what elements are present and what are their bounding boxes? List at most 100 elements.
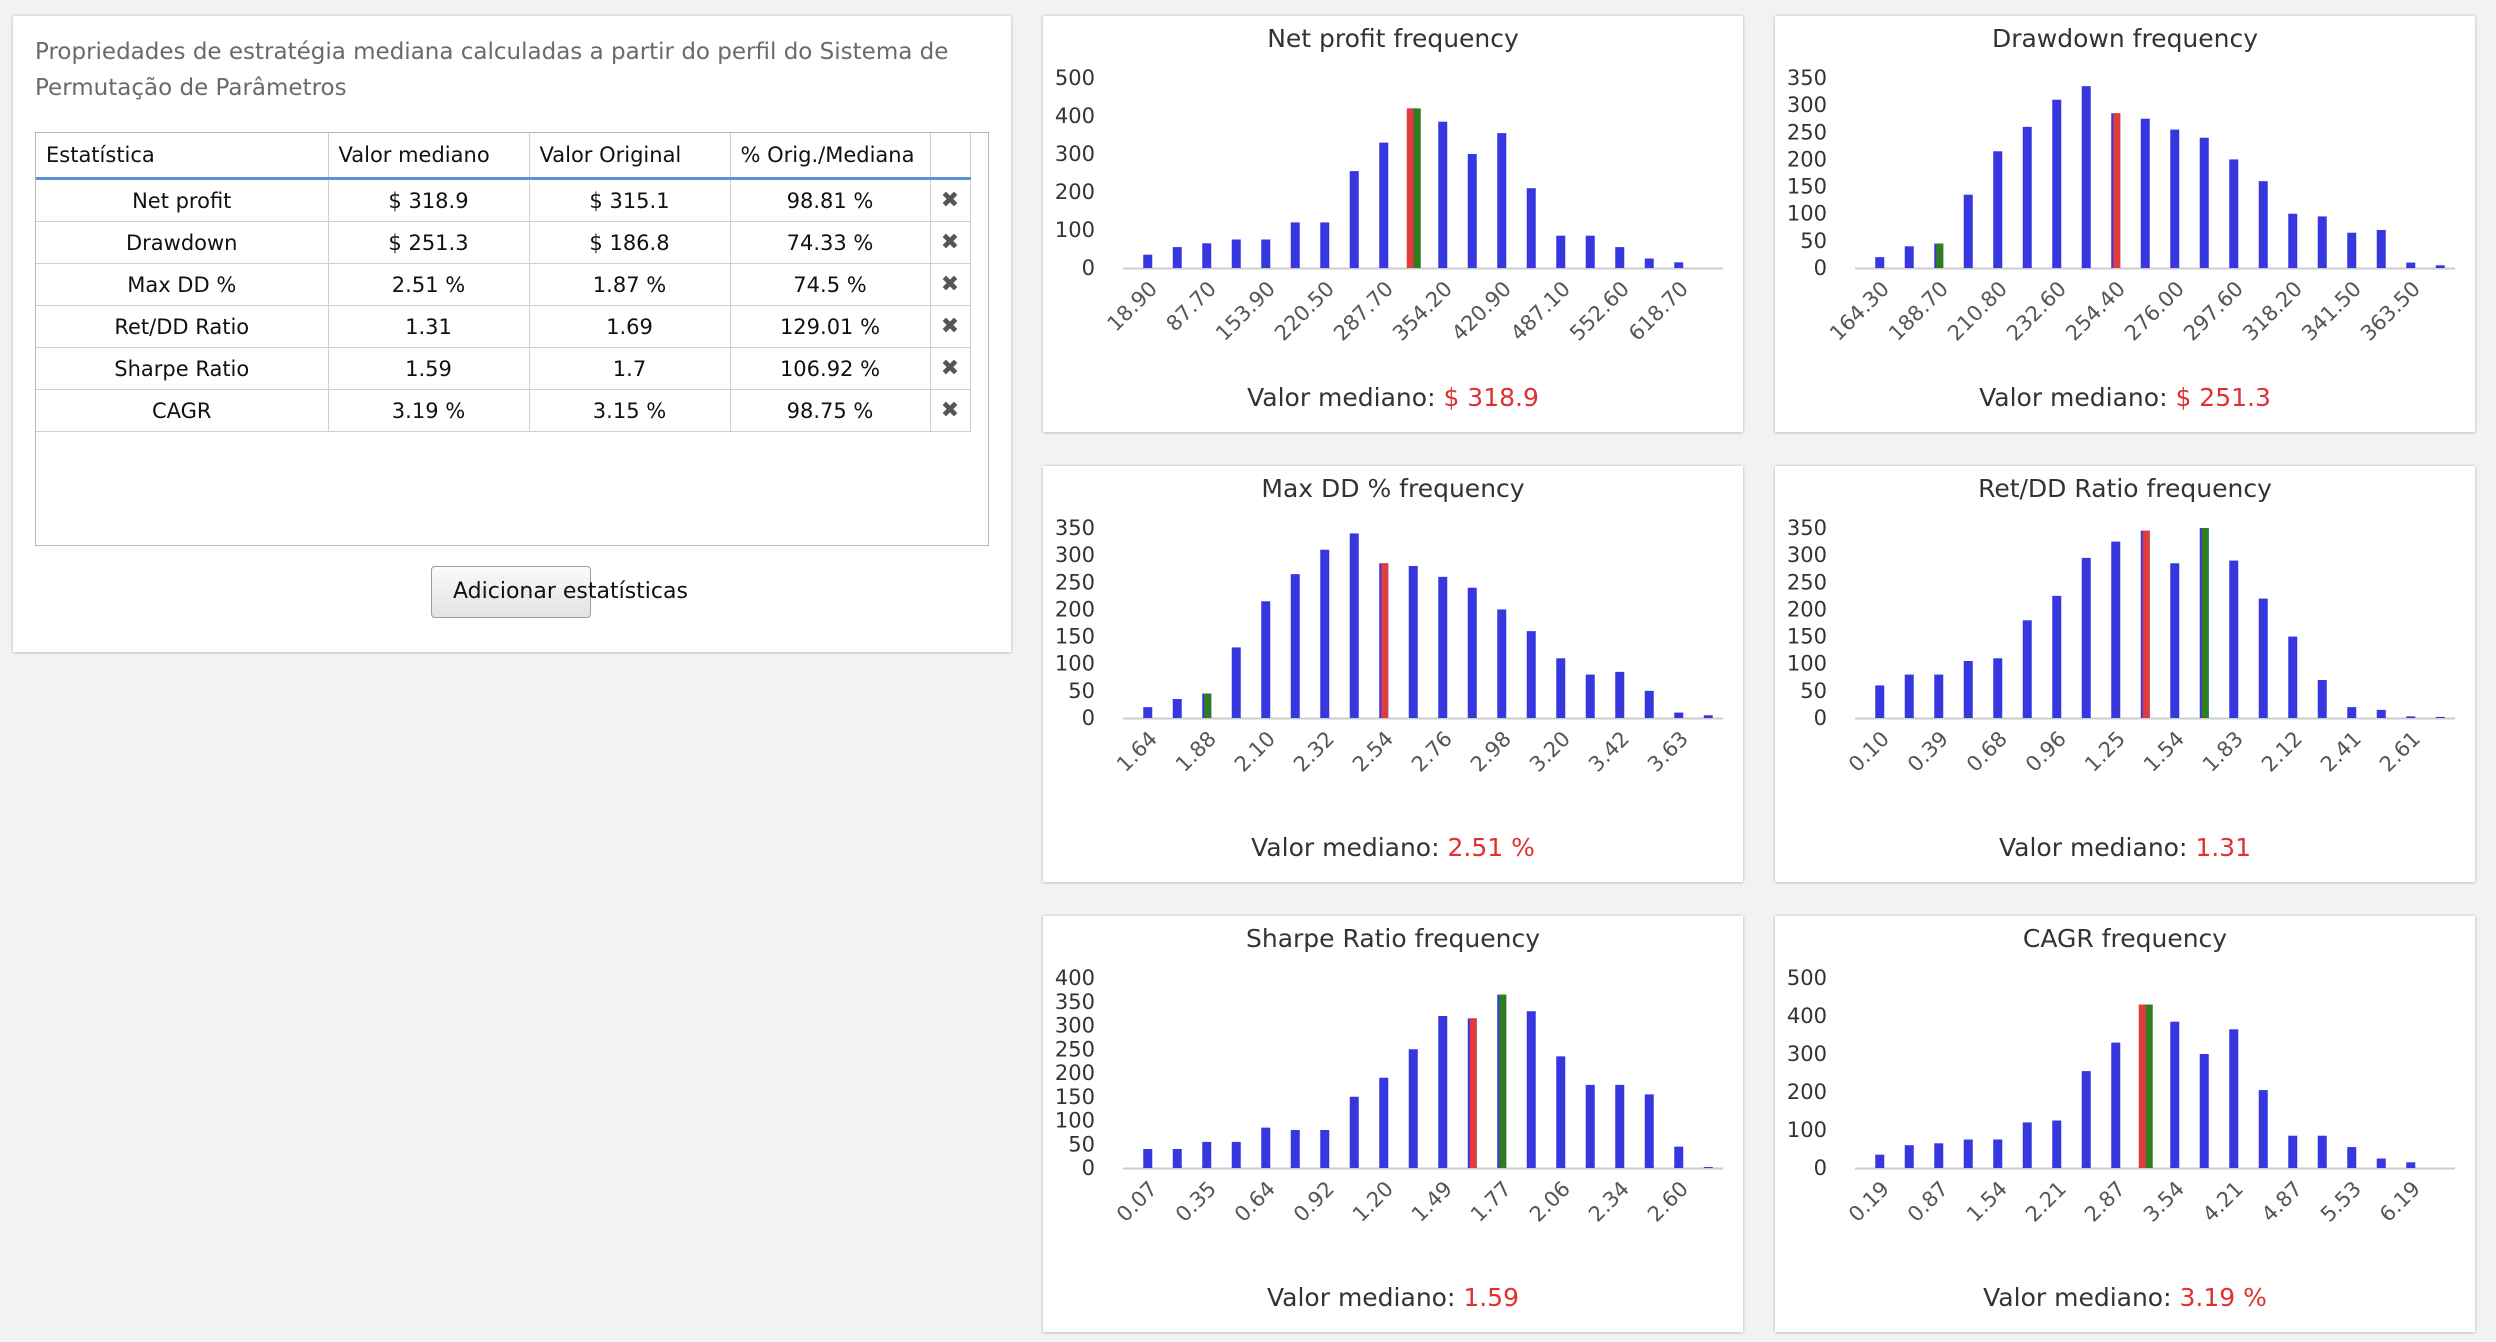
histogram-bar bbox=[1408, 566, 1418, 718]
histogram-bar bbox=[1963, 194, 1973, 268]
histogram-bar bbox=[1172, 1149, 1182, 1168]
histogram-bar bbox=[2081, 557, 2091, 718]
delete-row-icon[interactable]: ✖ bbox=[930, 178, 971, 222]
histogram-bar bbox=[1349, 1096, 1359, 1168]
y-tick-label: 150 bbox=[1055, 1085, 1095, 1109]
delete-row-icon[interactable]: ✖ bbox=[930, 263, 971, 306]
cell-pct: 98.75 % bbox=[730, 389, 931, 432]
x-tick-label: 0.10 bbox=[1844, 727, 1894, 777]
x-tick-label: 3.63 bbox=[1643, 727, 1693, 777]
cell-pct: 106.92 % bbox=[730, 347, 931, 390]
histogram-bar bbox=[2022, 1122, 2032, 1168]
cell-median: 1.31 bbox=[328, 305, 530, 348]
histogram-bar bbox=[1615, 1084, 1625, 1168]
x-tick-label: 287.70 bbox=[1329, 277, 1398, 346]
cell-median: 3.19 % bbox=[328, 389, 530, 432]
histogram-bar bbox=[1556, 235, 1566, 268]
x-tick-label: 0.07 bbox=[1112, 1177, 1162, 1227]
original-marker-bar bbox=[1936, 243, 1944, 268]
histogram-bar bbox=[1261, 239, 1271, 268]
table-row[interactable]: CAGR 3.19 % 3.15 % 98.75 % ✖ bbox=[36, 389, 971, 432]
delete-row-icon[interactable]: ✖ bbox=[930, 389, 971, 432]
histogram-bar bbox=[2258, 181, 2268, 268]
histogram-bar bbox=[1202, 1141, 1212, 1168]
histogram-bar bbox=[2052, 1120, 2062, 1168]
histogram: 050100150200250300350164.30188.70210.802… bbox=[1787, 66, 2455, 346]
chart-title: Net profit frequency bbox=[1267, 24, 1519, 53]
histogram-bar bbox=[2229, 159, 2239, 268]
x-tick-label: 2.06 bbox=[1525, 1177, 1575, 1227]
column-header-pct[interactable]: % Orig./Mediana bbox=[730, 133, 931, 180]
x-tick-label: 0.19 bbox=[1844, 1177, 1894, 1227]
histogram-bar bbox=[1644, 690, 1654, 718]
histogram-bar bbox=[1556, 658, 1566, 718]
y-tick-label: 250 bbox=[1787, 570, 1827, 594]
histogram-bar bbox=[1526, 631, 1536, 718]
column-header-statistic[interactable]: Estatística bbox=[36, 133, 329, 180]
median-value: 2.51 % bbox=[1447, 833, 1535, 862]
histogram-bar bbox=[1963, 1139, 1973, 1168]
y-tick-label: 300 bbox=[1787, 1042, 1827, 1066]
y-tick-label: 200 bbox=[1787, 597, 1827, 621]
histogram-bar bbox=[1143, 254, 1153, 268]
median-marker-bar bbox=[1381, 563, 1389, 718]
histogram-bar bbox=[1467, 587, 1477, 718]
y-tick-label: 50 bbox=[1800, 229, 1827, 253]
histogram-bar bbox=[2435, 265, 2445, 268]
x-tick-label: 0.92 bbox=[1289, 1177, 1339, 1227]
y-tick-label: 250 bbox=[1787, 120, 1827, 144]
y-tick-label: 50 bbox=[1800, 679, 1827, 703]
y-tick-label: 0 bbox=[1082, 706, 1095, 730]
table-row[interactable]: Drawdown $ 251.3 $ 186.8 74.33 % ✖ bbox=[36, 221, 971, 264]
histogram-bar bbox=[1320, 549, 1330, 718]
histogram-bar bbox=[1379, 1077, 1389, 1168]
histogram-bar bbox=[2170, 563, 2180, 718]
x-tick-label: 276.00 bbox=[2120, 277, 2189, 346]
table-header-row: Estatística Valor mediano Valor Original… bbox=[36, 133, 971, 180]
y-tick-label: 0 bbox=[1082, 256, 1095, 280]
median-prefix: Valor mediano: bbox=[1983, 1283, 2180, 1312]
add-statistics-label: Adicionar estatísticas bbox=[453, 579, 688, 604]
add-statistics-button[interactable]: Adicionar estatísticas bbox=[431, 566, 688, 618]
y-tick-label: 100 bbox=[1787, 202, 1827, 226]
cell-stat: CAGR bbox=[36, 389, 329, 432]
x-tick-label: 1.88 bbox=[1171, 727, 1221, 777]
median-caption: Valor mediano: $ 318.9 bbox=[1043, 383, 1743, 412]
y-tick-label: 300 bbox=[1787, 93, 1827, 117]
column-header-original[interactable]: Valor Original bbox=[529, 133, 731, 180]
stats-table-container: Estatística Valor mediano Valor Original… bbox=[35, 132, 989, 546]
delete-row-icon[interactable]: ✖ bbox=[930, 221, 971, 264]
histogram-bar bbox=[1963, 661, 1973, 718]
median-value: $ 318.9 bbox=[1443, 383, 1539, 412]
histogram-bar bbox=[2317, 1135, 2327, 1168]
delete-row-icon[interactable]: ✖ bbox=[930, 305, 971, 348]
table-row[interactable]: Net profit $ 318.9 $ 315.1 98.81 % ✖ bbox=[36, 178, 971, 222]
histogram-bar bbox=[2317, 216, 2327, 268]
median-caption: Valor mediano: 2.51 % bbox=[1043, 833, 1743, 862]
x-tick-label: 341.50 bbox=[2297, 277, 2366, 346]
delete-row-icon[interactable]: ✖ bbox=[930, 347, 971, 390]
table-row[interactable]: Max DD % 2.51 % 1.87 % 74.5 % ✖ bbox=[36, 263, 971, 306]
cell-median: 2.51 % bbox=[328, 263, 530, 306]
median-value: 3.19 % bbox=[2179, 1283, 2267, 1312]
x-tick-label: 4.87 bbox=[2257, 1177, 2307, 1227]
histogram-bar bbox=[1585, 1084, 1595, 1168]
y-tick-label: 250 bbox=[1055, 570, 1095, 594]
median-marker-bar bbox=[2113, 113, 2121, 269]
histogram-bar bbox=[2406, 1162, 2416, 1168]
x-tick-label: 2.87 bbox=[2080, 1177, 2130, 1227]
x-tick-label: 1.25 bbox=[2080, 727, 2130, 777]
table-row[interactable]: Sharpe Ratio 1.59 1.7 106.92 % ✖ bbox=[36, 347, 971, 390]
table-row[interactable]: Ret/DD Ratio 1.31 1.69 129.01 % ✖ bbox=[36, 305, 971, 348]
median-marker-bar bbox=[2138, 1004, 2146, 1168]
column-header-median[interactable]: Valor mediano bbox=[328, 133, 530, 180]
y-tick-label: 200 bbox=[1787, 147, 1827, 171]
histogram-bar bbox=[2052, 99, 2062, 268]
x-tick-label: 318.20 bbox=[2238, 277, 2307, 346]
median-marker-bar bbox=[1469, 1018, 1477, 1168]
cell-pct: 129.01 % bbox=[730, 305, 931, 348]
x-tick-label: 1.83 bbox=[2198, 727, 2248, 777]
x-tick-label: 2.54 bbox=[1348, 727, 1398, 777]
x-tick-label: 552.60 bbox=[1565, 277, 1634, 346]
chart-title: Max DD % frequency bbox=[1261, 474, 1525, 503]
